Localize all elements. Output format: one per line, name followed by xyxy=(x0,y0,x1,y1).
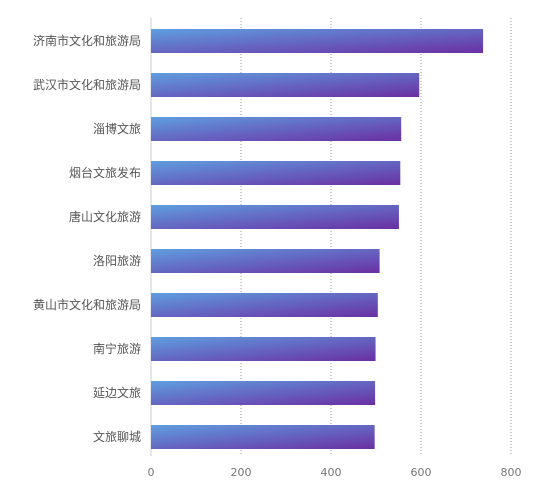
bar xyxy=(151,117,402,141)
bars xyxy=(151,29,484,449)
category-label: 文旅聊城 xyxy=(93,429,141,444)
bar xyxy=(151,425,375,449)
bar xyxy=(151,161,401,185)
bar xyxy=(151,29,484,53)
bar xyxy=(151,293,378,317)
x-axis-ticks: 0 200 400 600 800 xyxy=(148,466,522,479)
category-label: 黄山市文化和旅游局 xyxy=(33,297,141,312)
bar xyxy=(151,381,376,405)
category-label: 烟台文旅发布 xyxy=(69,165,141,180)
category-label: 洛阳旅游 xyxy=(93,253,141,268)
x-tick-label: 0 xyxy=(148,466,155,479)
bar xyxy=(151,337,376,361)
x-tick-label: 800 xyxy=(501,466,522,479)
category-label: 淄博文旅 xyxy=(93,121,141,136)
bar xyxy=(151,73,420,97)
category-label: 南宁旅游 xyxy=(93,341,141,356)
category-labels: 济南市文化和旅游局武汉市文化和旅游局淄博文旅烟台文旅发布唐山文化旅游洛阳旅游黄山… xyxy=(33,33,141,444)
bar xyxy=(151,249,380,273)
category-label: 济南市文化和旅游局 xyxy=(33,33,141,48)
category-label: 唐山文化旅游 xyxy=(69,209,141,224)
x-tick-label: 200 xyxy=(231,466,252,479)
category-label: 武汉市文化和旅游局 xyxy=(33,77,141,92)
x-tick-label: 600 xyxy=(411,466,432,479)
x-tick-label: 400 xyxy=(321,466,342,479)
category-label: 延边文旅 xyxy=(93,385,141,400)
bar xyxy=(151,205,399,229)
